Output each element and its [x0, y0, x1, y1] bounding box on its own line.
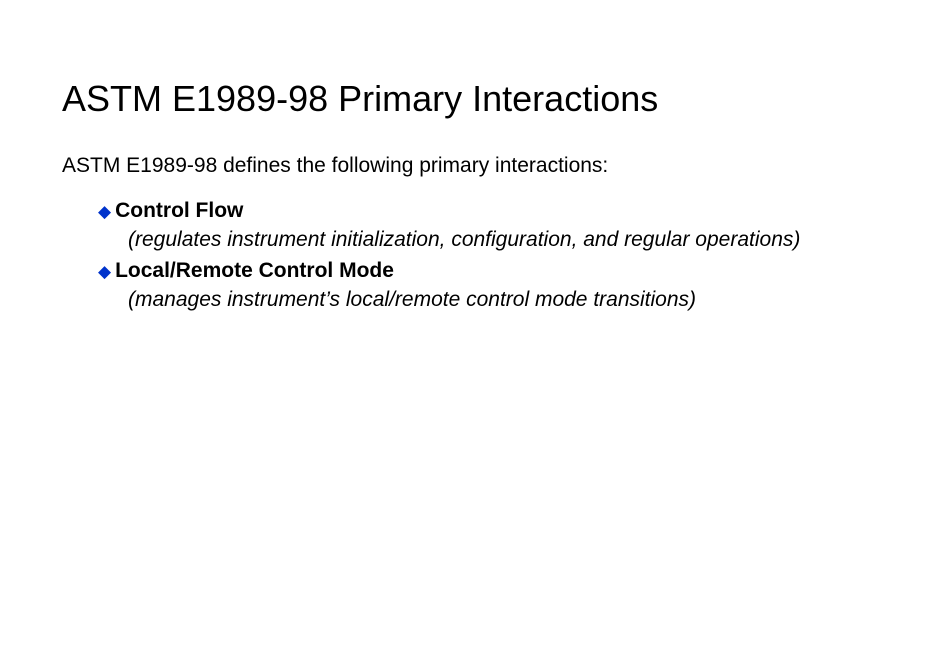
- diamond-bullet-icon: ◆: [98, 198, 111, 226]
- slide-title: ASTM E1989-98 Primary Interactions: [62, 78, 658, 120]
- intro-text: ASTM E1989-98 defines the following prim…: [62, 154, 608, 178]
- list-item-head: ◆ Local/Remote Control Mode: [98, 258, 918, 286]
- list-item: ◆ Local/Remote Control Mode (manages ins…: [98, 258, 918, 312]
- list-item-title: Local/Remote Control Mode: [115, 259, 394, 283]
- list-item-desc: (regulates instrument initialization, co…: [128, 228, 918, 252]
- diamond-bullet-icon: ◆: [98, 258, 111, 286]
- list-item-head: ◆ Control Flow: [98, 198, 918, 226]
- interaction-list: ◆ Control Flow (regulates instrument ini…: [98, 198, 918, 318]
- slide: ASTM E1989-98 Primary Interactions ASTM …: [0, 0, 936, 648]
- list-item-title: Control Flow: [115, 199, 243, 223]
- list-item: ◆ Control Flow (regulates instrument ini…: [98, 198, 918, 252]
- list-item-desc: (manages instrument’s local/remote contr…: [128, 288, 918, 312]
